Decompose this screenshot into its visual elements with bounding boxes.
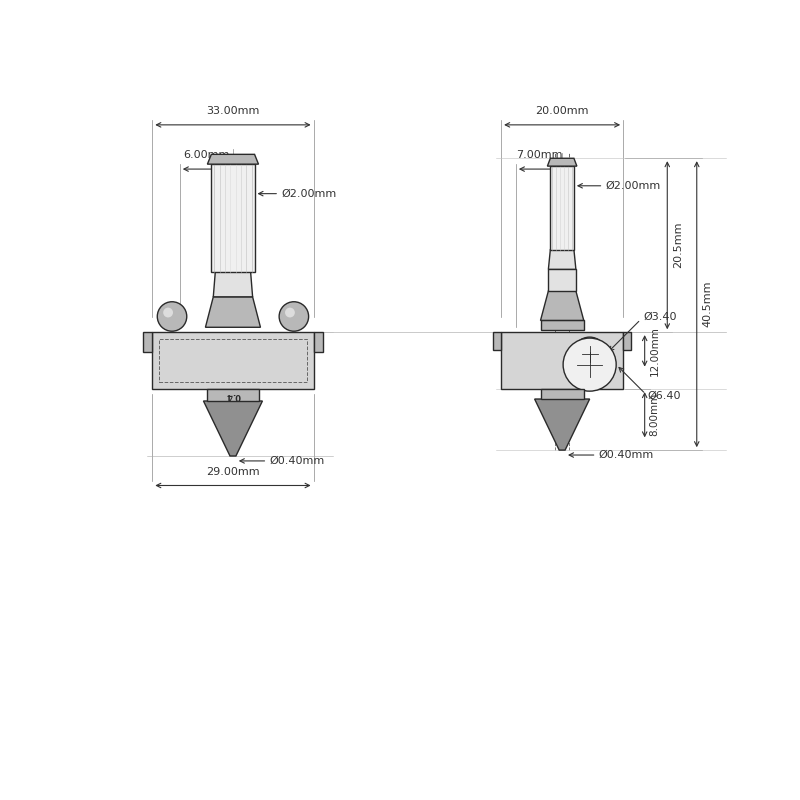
Text: 0.4: 0.4 — [226, 390, 240, 399]
Polygon shape — [494, 332, 502, 350]
Polygon shape — [211, 164, 254, 272]
Polygon shape — [550, 166, 574, 250]
Text: Ø2.00mm: Ø2.00mm — [606, 181, 661, 190]
Circle shape — [158, 302, 186, 331]
Polygon shape — [207, 154, 258, 164]
Text: 6.00mm: 6.00mm — [183, 150, 230, 160]
Circle shape — [163, 308, 173, 318]
Polygon shape — [314, 332, 323, 352]
Text: 7.00mm: 7.00mm — [516, 150, 562, 160]
Polygon shape — [142, 332, 152, 352]
Polygon shape — [541, 389, 584, 399]
Polygon shape — [206, 297, 261, 327]
Circle shape — [279, 302, 309, 331]
Text: Ø0.40mm: Ø0.40mm — [598, 450, 654, 460]
Polygon shape — [548, 270, 576, 291]
Polygon shape — [203, 401, 262, 456]
Polygon shape — [548, 250, 576, 270]
Circle shape — [563, 338, 616, 391]
Text: Ø3.40: Ø3.40 — [644, 311, 677, 322]
Polygon shape — [152, 332, 314, 389]
Polygon shape — [534, 399, 590, 450]
Circle shape — [573, 337, 606, 370]
Polygon shape — [547, 158, 577, 166]
Circle shape — [285, 308, 295, 318]
Text: Ø0.40mm: Ø0.40mm — [270, 456, 325, 466]
Polygon shape — [541, 321, 584, 330]
Text: 29.00mm: 29.00mm — [206, 466, 260, 477]
Text: 33.00mm: 33.00mm — [206, 106, 260, 116]
Polygon shape — [623, 332, 631, 350]
Text: Ø2.00mm: Ø2.00mm — [281, 189, 336, 198]
Text: 8.00mm: 8.00mm — [650, 393, 659, 436]
Polygon shape — [214, 272, 253, 297]
Text: 40.5mm: 40.5mm — [702, 281, 713, 327]
Text: 20.00mm: 20.00mm — [535, 106, 589, 116]
Text: Ø6.40: Ø6.40 — [648, 391, 681, 401]
Polygon shape — [502, 332, 623, 389]
Polygon shape — [541, 291, 584, 321]
Text: 12.00mm: 12.00mm — [650, 326, 659, 376]
Text: 20.5mm: 20.5mm — [673, 222, 683, 269]
Polygon shape — [207, 389, 258, 401]
